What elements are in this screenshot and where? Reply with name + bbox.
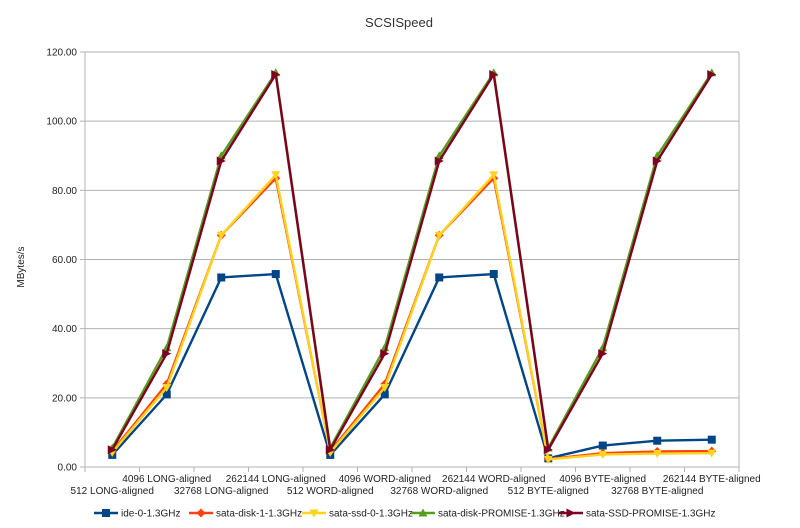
data-point	[271, 171, 281, 180]
y-tick-label: 80.00	[52, 186, 77, 197]
data-point	[102, 509, 110, 517]
data-point	[489, 69, 499, 79]
y-tick-label: 20.00	[52, 393, 77, 404]
series-1	[107, 173, 717, 464]
data-point	[489, 270, 498, 279]
series-group	[107, 68, 717, 464]
series-2	[107, 171, 717, 464]
legend-label: sata-disk-1-1.3GHz	[216, 509, 302, 520]
data-point	[489, 171, 499, 180]
legend: ide-0-1.3GHz sata-disk-1-1.3GHz sata-ssd-0…	[94, 508, 715, 520]
data-point	[566, 508, 576, 518]
data-point	[543, 445, 553, 455]
data-point	[652, 450, 662, 459]
y-tick-label: 0.00	[58, 463, 78, 474]
data-point	[216, 156, 226, 166]
data-point	[435, 273, 444, 282]
x-tick-label: 512 BYTE-aligned	[508, 486, 589, 497]
data-point	[216, 231, 226, 240]
legend-label: sata-ssd-0-1.3GHz	[329, 509, 413, 520]
data-point	[652, 156, 662, 166]
x-tick-label: 32768 WORD-aligned	[390, 486, 488, 497]
y-axis-ticks: 0.00 20.00 40.00 60.00 80.00 100.00 120.00	[46, 48, 77, 474]
x-tick-label: 4096 BYTE-aligned	[559, 474, 646, 485]
data-point	[707, 69, 717, 79]
data-point	[380, 390, 389, 399]
legend-label: ide-0-1.3GHz	[121, 509, 180, 520]
data-point	[325, 445, 335, 455]
data-point	[271, 270, 280, 279]
x-tick-label: 4096 LONG-aligned	[122, 474, 211, 485]
x-tick-label: 262144 WORD-aligned	[442, 474, 545, 485]
x-tick-label: 32768 BYTE-aligned	[611, 486, 703, 497]
y-tick-label: 60.00	[52, 255, 77, 266]
legend-label: sata-SSD-PROMISE-1.3GHz	[586, 509, 715, 520]
chart-title: SCSISpeed	[365, 15, 433, 30]
data-point	[162, 390, 171, 399]
data-point	[434, 231, 444, 240]
x-tick-label: 262144 BYTE-aligned	[663, 474, 761, 485]
y-tick-label: 120.00	[46, 48, 77, 59]
data-point	[380, 349, 390, 359]
y-tick-label: 100.00	[46, 117, 77, 128]
data-point	[543, 455, 553, 464]
data-point	[271, 69, 281, 79]
data-point	[309, 509, 319, 518]
data-point	[707, 435, 716, 444]
x-tick-label: 512 LONG-aligned	[71, 486, 154, 497]
y-tick-label: 40.00	[52, 324, 77, 335]
x-tick-label: 4096 WORD-aligned	[339, 474, 431, 485]
data-point	[598, 451, 608, 460]
series-line	[111, 173, 712, 461]
data-point	[434, 156, 444, 166]
x-tick-label: 512 WORD-aligned	[287, 486, 374, 497]
data-point	[107, 445, 117, 455]
data-point	[380, 383, 390, 392]
data-point	[196, 508, 206, 518]
data-point	[217, 273, 226, 282]
data-point	[598, 349, 608, 359]
data-point	[418, 508, 428, 517]
data-point	[653, 436, 662, 445]
y-axis-label: MBytes/s	[16, 246, 27, 287]
series-line	[111, 272, 712, 460]
series-line	[111, 71, 713, 450]
data-point	[162, 349, 172, 359]
series-line	[111, 73, 713, 451]
data-point	[598, 441, 607, 450]
series-4	[107, 69, 717, 455]
data-point	[162, 383, 172, 392]
x-tick-label: 262144 LONG-aligned	[226, 474, 326, 485]
data-point	[707, 449, 717, 458]
legend-label: sata-disk-PROMISE-1.3GHz	[438, 509, 565, 520]
x-tick-label: 32768 LONG-aligned	[174, 486, 269, 497]
